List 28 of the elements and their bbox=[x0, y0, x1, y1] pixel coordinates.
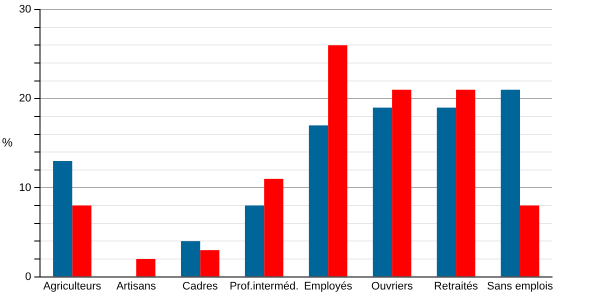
x-tick-label: Cadres bbox=[182, 280, 218, 292]
bar bbox=[180, 241, 200, 276]
y-axis-title: % bbox=[2, 136, 13, 150]
y-tick-label: 30 bbox=[18, 4, 32, 16]
bar bbox=[328, 45, 348, 276]
x-tick-label: Sans emplois bbox=[486, 280, 554, 292]
bar bbox=[520, 206, 540, 276]
bar bbox=[436, 108, 456, 276]
bar bbox=[500, 90, 520, 276]
x-tick-label: Retraités bbox=[434, 280, 479, 292]
x-tick-label: Ouvriers bbox=[371, 280, 414, 292]
bar bbox=[456, 90, 476, 276]
bar bbox=[136, 258, 156, 276]
bar bbox=[244, 206, 264, 276]
y-tick-label: 0 bbox=[25, 270, 32, 283]
bar bbox=[264, 178, 284, 276]
y-tick-label: 20 bbox=[18, 92, 32, 105]
bar bbox=[372, 108, 392, 276]
x-tick-label: Prof.interméd. bbox=[230, 280, 299, 292]
x-tick-label: Agriculteurs bbox=[43, 280, 102, 292]
bar bbox=[392, 90, 412, 276]
bar bbox=[308, 125, 328, 276]
bar bbox=[72, 206, 92, 276]
y-tick-label: 10 bbox=[18, 182, 32, 194]
bar bbox=[53, 161, 72, 276]
bar bbox=[200, 250, 220, 276]
x-tick-label: Employés bbox=[304, 280, 353, 292]
x-tick-label: Artisans bbox=[116, 280, 157, 292]
